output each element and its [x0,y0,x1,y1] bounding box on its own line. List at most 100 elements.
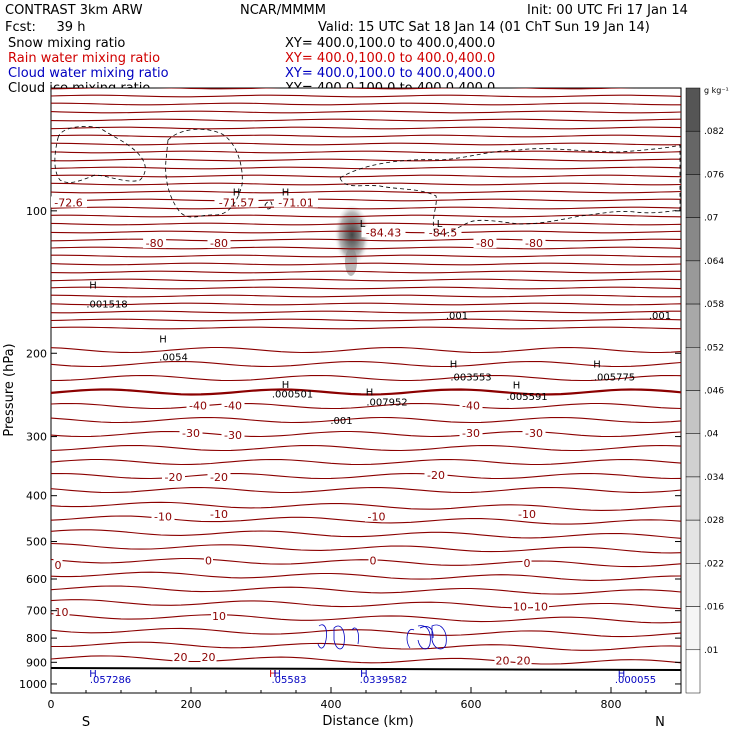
isotherm-line [51,214,681,218]
isotherm-label: 20 [496,655,510,668]
isotherm-label-bg [368,554,378,566]
isotherm-label-bg [214,196,259,208]
colorbar-tick-label: .028 [704,516,724,526]
isotherm-label: -10 [210,508,228,521]
isotherm-line [51,118,681,122]
isotherm-label-bg [207,237,231,249]
isotherm-label: 0 [205,554,212,567]
isotherm-line [51,270,681,274]
colorbar-segment [685,606,701,651]
extremum-value: .05583 [272,675,307,686]
isotherm-label-bg [522,427,546,439]
isotherm-label: 10 [513,601,527,614]
low-marker: L [437,219,443,230]
header: CONTRAST 3km ARW NCAR/MMMM Init: 00 UTC … [5,3,688,96]
isotherm-line [51,613,681,624]
isotherm-line [51,402,681,410]
isotherm-line [51,458,681,466]
isotherm-line [51,542,681,554]
isotherm-label-bg [143,237,167,249]
high-marker: H [89,280,97,291]
isotherm-line [51,655,681,665]
x-tick-label: 400 [321,698,342,711]
colorbar-segment [685,217,701,262]
isotherm-label-bg [365,510,388,522]
colorbar-segment [685,390,701,434]
extremum-value: .0054 [159,352,188,363]
extremum-value: .000055 [615,675,656,686]
isotherm-label: -84.5 [429,226,457,239]
isotherm-label: -10 [154,511,172,524]
isotherm-line [51,94,681,98]
isotherm-label-bg [522,556,532,568]
high-marker: H [269,669,277,680]
cloud-ice-contours [54,126,681,235]
isotherm-label-bg [172,651,189,663]
isotherm-label-bg [221,429,245,441]
y-tick-label: 600 [26,573,47,586]
isotherm-label: -30 [182,427,200,440]
isotherm-line [51,206,681,210]
isotherm-label-bg [53,606,70,618]
colorbar-tick-label: .016 [704,603,724,613]
isotherm-label: -40 [462,400,480,413]
isotherm-label-bg [494,654,511,666]
snow-plume-shading [334,206,370,270]
y-tick-label: 400 [26,490,47,503]
x-end-right: N [655,715,665,730]
colorbar-segment [685,174,701,218]
header-init: Init: 00 UTC Fri 17 Jan 14 [527,3,688,18]
isotherm-line [51,126,681,130]
isotherm-label: -20 [210,471,228,484]
isotherm-label-bg [424,469,448,481]
y-tick-label: 900 [26,656,47,669]
isotherm-label: -20 [427,469,445,482]
extremum-value: .005591 [506,392,547,403]
isotherm-label: -71.57 [219,196,254,209]
isotherm-label-bg [459,427,483,439]
isotherm-label: -20 [165,471,183,484]
x-tick-label: 0 [48,698,55,711]
header-title: CONTRAST 3km ARW [5,3,143,18]
isotherm-label-bg [522,237,546,249]
isotherm-line [51,318,681,322]
isotherm-label-bg [221,399,245,411]
isotherm-line [51,262,681,266]
isotherm-label-bg [53,558,63,570]
isotherm-label: -30 [525,427,543,440]
isotherm-label-bg [424,226,462,238]
colorbar-segment [685,347,701,391]
isotherm-line [51,198,681,202]
snow-plume-tail [345,248,357,276]
header-valid: Valid: 15 UTC Sat 18 Jan 14 (01 ChT Sun … [318,20,650,35]
isotherm-line [51,310,681,314]
isotherm-line [51,110,681,114]
isotherm-line [51,557,681,568]
isotherm-label: -30 [224,429,242,442]
isotherm-line [51,190,681,194]
header-center: NCAR/MMMM [240,3,326,18]
high-marker: H [89,669,97,680]
high-marker: H [159,334,167,345]
low-marker: L [360,219,366,230]
colorbar-segment [685,519,701,564]
isotherm-line [51,294,681,298]
isotherm-line [51,486,681,494]
isotherm-label-bg [151,510,175,522]
isotherm-line [51,222,681,226]
isotherm-line [51,246,681,250]
extremum-value: .003553 [450,373,491,384]
high-marker: H [233,187,241,198]
y-tick-label: 300 [26,431,47,444]
isotherm-line [51,166,681,170]
isotherm-label: 20 [517,655,531,668]
extremum-value: .057286 [90,675,131,686]
extremum-value: .005775 [594,373,635,384]
x-tick-label: 200 [181,698,202,711]
isotherm-line [51,302,681,306]
isotherm-label: 0 [55,559,62,572]
isotherm-line [51,444,681,452]
field-name-1: Rain water mixing ratio [8,51,160,66]
